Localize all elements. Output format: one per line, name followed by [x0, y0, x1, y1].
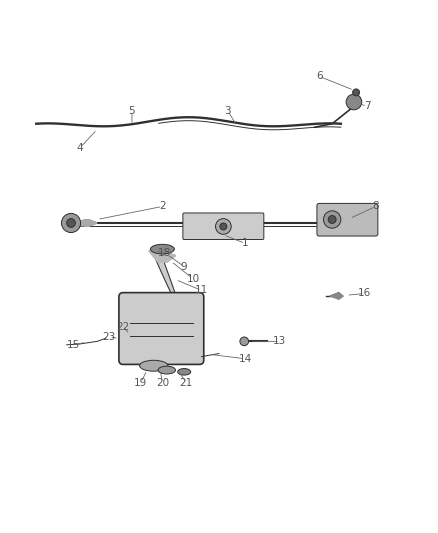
Text: 4: 4: [76, 143, 83, 153]
Text: 7: 7: [364, 101, 370, 111]
Circle shape: [215, 219, 231, 235]
Text: 21: 21: [180, 378, 193, 387]
Circle shape: [67, 219, 75, 228]
Text: 13: 13: [273, 336, 286, 346]
Ellipse shape: [158, 366, 176, 374]
Text: 18: 18: [158, 248, 171, 259]
Text: 3: 3: [224, 106, 231, 116]
Text: 5: 5: [129, 106, 135, 116]
Text: 6: 6: [316, 71, 322, 82]
Ellipse shape: [150, 244, 174, 254]
Text: 15: 15: [67, 340, 80, 350]
Text: 14: 14: [238, 354, 252, 364]
Polygon shape: [62, 220, 97, 227]
Text: 10: 10: [186, 273, 199, 284]
Text: 1: 1: [242, 238, 248, 248]
Text: 2: 2: [159, 201, 166, 212]
Polygon shape: [152, 249, 183, 336]
Circle shape: [328, 215, 336, 223]
Text: 19: 19: [134, 378, 147, 387]
Text: 20: 20: [156, 378, 169, 387]
Circle shape: [353, 89, 360, 96]
Polygon shape: [330, 293, 343, 299]
Text: 8: 8: [372, 201, 379, 212]
FancyBboxPatch shape: [119, 293, 204, 365]
Ellipse shape: [140, 360, 168, 371]
Text: 22: 22: [116, 321, 129, 332]
Ellipse shape: [178, 368, 191, 375]
Circle shape: [220, 223, 227, 230]
Text: 16: 16: [358, 288, 371, 298]
Text: 9: 9: [181, 262, 187, 271]
Polygon shape: [149, 249, 176, 262]
FancyBboxPatch shape: [183, 213, 264, 239]
Circle shape: [346, 94, 362, 110]
Circle shape: [323, 211, 341, 228]
Text: 11: 11: [195, 286, 208, 295]
FancyBboxPatch shape: [317, 204, 378, 236]
Text: 23: 23: [102, 332, 116, 342]
Circle shape: [240, 337, 249, 346]
Circle shape: [61, 213, 81, 232]
